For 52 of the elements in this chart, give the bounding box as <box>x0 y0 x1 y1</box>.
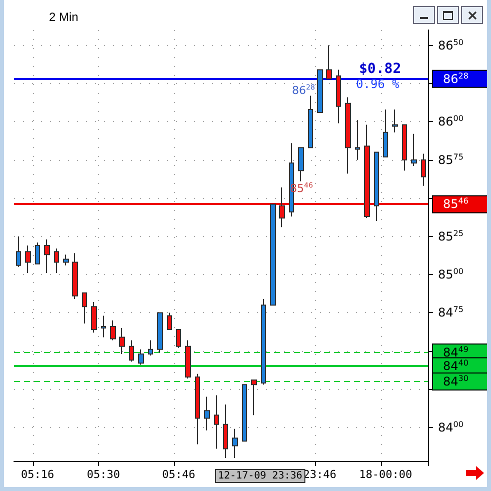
candlestick <box>355 120 360 160</box>
candlestick <box>345 96 351 174</box>
candlestick <box>214 394 219 450</box>
x-tick-label: 18-00:00 <box>359 468 412 481</box>
chart-title: 2 Min <box>49 10 78 24</box>
candlestick <box>176 329 181 348</box>
candlestick <box>402 124 407 172</box>
candlestick <box>251 379 257 416</box>
annotation: $0.82 <box>359 61 402 77</box>
candlestick <box>16 236 21 268</box>
candlestick <box>119 328 125 355</box>
candlestick <box>261 298 266 386</box>
text: 12-17-09 23:36 <box>218 470 302 482</box>
candlestick <box>63 254 69 266</box>
candlestick <box>336 69 341 124</box>
candlestick <box>129 340 134 362</box>
candlestick <box>364 124 370 218</box>
candlestick <box>91 302 97 334</box>
x-tick-label: 05:16 <box>20 468 54 481</box>
candlestick <box>279 186 285 228</box>
candlestick <box>82 292 87 324</box>
candlestick <box>242 384 247 442</box>
candlestick <box>317 69 323 114</box>
candlestick <box>421 153 426 186</box>
candlestick <box>374 152 379 222</box>
x-tick-label: 23:46 <box>303 468 336 481</box>
candlestick <box>270 204 276 306</box>
candlestick <box>392 108 398 133</box>
candlestick <box>383 108 388 158</box>
annotation: 0.96 % <box>356 77 400 91</box>
candlestick <box>25 245 31 274</box>
candlestick <box>157 312 163 353</box>
candlestick <box>195 373 200 445</box>
candlestick <box>326 44 332 80</box>
candlestick <box>167 312 172 330</box>
candlestick <box>204 396 210 431</box>
candlestick <box>44 238 50 274</box>
candlestick <box>138 348 144 366</box>
candlestick <box>54 248 59 274</box>
candlestick <box>308 95 313 148</box>
candlestick <box>185 340 191 379</box>
candlestick <box>110 320 116 341</box>
candlestick <box>232 428 238 458</box>
candlestick <box>223 404 228 458</box>
candlestick <box>298 147 304 182</box>
candlestick <box>35 242 40 264</box>
x-tick-label: 05:30 <box>86 468 120 481</box>
candlestick <box>72 252 78 300</box>
x-tick-label: 05:46 <box>162 468 196 481</box>
candlestick <box>101 315 106 338</box>
candlestick <box>411 133 417 167</box>
candlestick <box>148 340 153 356</box>
